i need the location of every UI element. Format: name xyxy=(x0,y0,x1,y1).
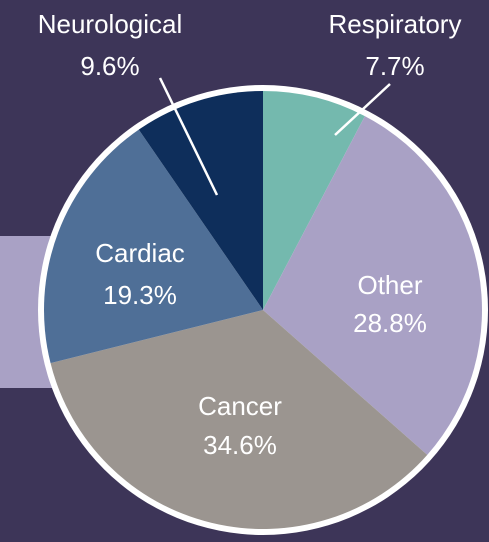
slice-value-label: 7.7% xyxy=(365,51,424,81)
pie-slice xyxy=(50,310,428,529)
pie-slice xyxy=(44,129,263,364)
leader-line xyxy=(334,83,391,136)
slice-label: Cancer xyxy=(198,391,282,421)
slice-label: Other xyxy=(357,270,422,300)
pie-slice xyxy=(138,91,263,310)
pie-slice xyxy=(263,116,482,455)
slice-label: Cardiac xyxy=(95,238,185,268)
slice-label: Neurological xyxy=(38,9,183,39)
slice-value-label: 9.6% xyxy=(80,51,139,81)
slice-value-label: 34.6% xyxy=(203,430,277,460)
slice-label: Respiratory xyxy=(329,9,462,39)
slice-value-label: 28.8% xyxy=(353,308,427,338)
leader-line xyxy=(158,77,219,196)
pie-slice xyxy=(263,91,365,310)
slice-value-label: 19.3% xyxy=(103,280,177,310)
